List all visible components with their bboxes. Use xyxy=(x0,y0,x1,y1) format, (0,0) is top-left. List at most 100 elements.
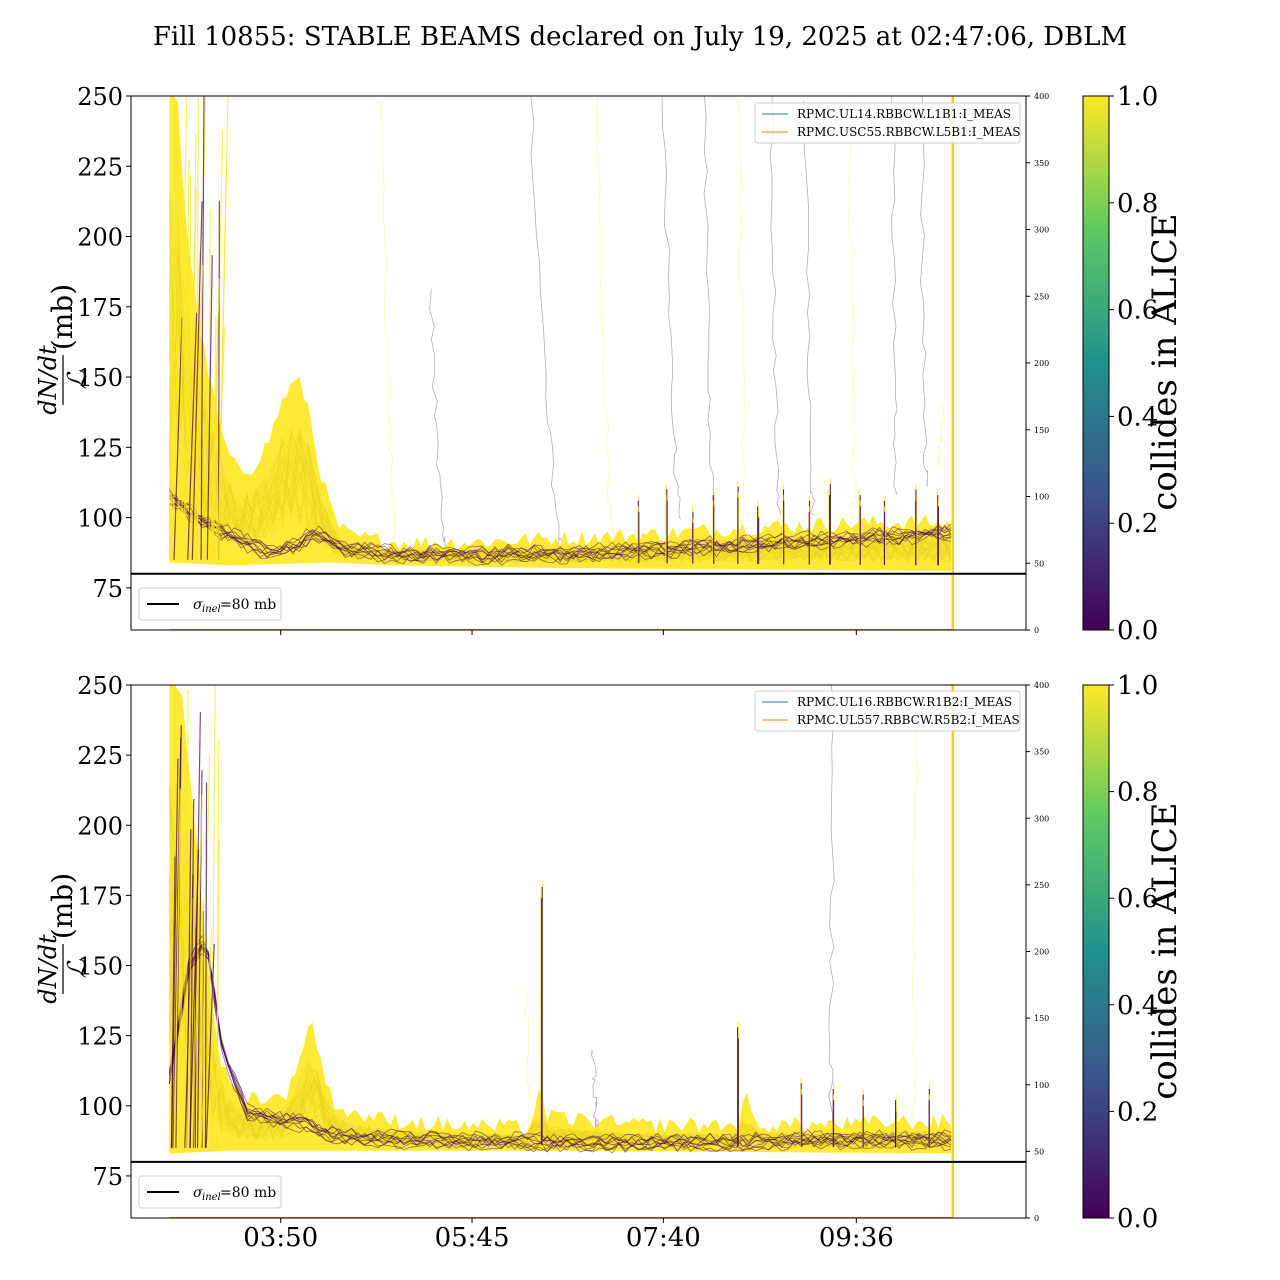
bottom-yellow-band xyxy=(169,685,952,1154)
top-sigma-subscript: inel xyxy=(202,604,221,615)
bottom-xtick-label-1: 05:45 xyxy=(435,1223,510,1253)
top-wisp-7 xyxy=(769,96,782,515)
top-yellow-trace-36 xyxy=(169,268,952,563)
bottom-cb-tick-label-3: 0.6 xyxy=(1117,884,1158,914)
bottom-burst-26 xyxy=(205,943,215,1148)
top-yellow-trace-11 xyxy=(169,314,952,563)
top-burst-19 xyxy=(177,96,188,560)
bottom-sigma-legend: σ inel =80 mb xyxy=(138,1175,282,1209)
top-burst-18 xyxy=(200,96,205,560)
top-cb-tick-label-4: 0.8 xyxy=(1117,189,1158,219)
top-panel: 75 100 125 150 175 200 225 250 0 50 100 150 200 250 3… xyxy=(34,83,1049,635)
bottom-burst-7 xyxy=(211,685,216,1148)
top-burst-27 xyxy=(210,278,220,560)
top-y2tick-label-7: 350 xyxy=(1034,159,1049,168)
top-cb-tick-label-1: 0.2 xyxy=(1117,509,1158,539)
bottom-ytick-label-6: 225 xyxy=(77,742,123,770)
bottom-purple-trace-1 xyxy=(168,947,952,1153)
bottom-yellow-trace-4 xyxy=(169,973,952,1148)
bottom-burst-25 xyxy=(199,756,211,1148)
top-wisp-0 xyxy=(380,100,399,562)
bottom-ytick-label-3: 150 xyxy=(77,953,123,981)
bottom-y2tick-label-4: 200 xyxy=(1034,948,1049,957)
top-yellow-trace-24 xyxy=(169,278,952,563)
bottom-colorbar-label: collides in ALICE xyxy=(1145,802,1185,1099)
bottom-yellow-trace-18 xyxy=(169,804,952,1148)
top-ytick-label-2: 125 xyxy=(77,434,123,462)
top-y2tick-label-0: 0 xyxy=(1034,626,1039,635)
top-wisp-2 xyxy=(530,96,565,544)
top-burst-22 xyxy=(192,265,204,560)
bottom-y2tick-label-3: 150 xyxy=(1034,1014,1049,1023)
top-y2tick-label-8: 400 xyxy=(1034,92,1049,101)
bottom-ytick-label-2: 125 xyxy=(77,1023,123,1051)
bottom-sigma-legend-box xyxy=(138,1175,282,1209)
top-y2tick-label-4: 200 xyxy=(1034,359,1049,368)
bottom-wisp-3 xyxy=(911,689,919,1134)
top-ylabel-numerator: dN/dt xyxy=(34,345,62,415)
top-y2tick-label-5: 250 xyxy=(1034,292,1049,301)
bottom-colorbar-gradient xyxy=(1082,684,1110,1219)
bottom-cb-tick-label-5: 1.0 xyxy=(1117,671,1158,701)
top-sigma-legend-box xyxy=(138,587,282,621)
bottom-cb-tick-label-1: 0.2 xyxy=(1117,1097,1158,1127)
bottom-ytick-label-7: 250 xyxy=(77,672,123,700)
top-yellow-trace-27 xyxy=(169,307,952,563)
top-y2-ticks: 0 50 100 150 200 250 300 350 400 xyxy=(1026,92,1049,635)
bottom-yellow-trace-35 xyxy=(169,960,952,1148)
top-wisp-3 xyxy=(595,96,616,534)
bottom-cb-tick-label-2: 0.4 xyxy=(1117,991,1158,1021)
top-ylabel-denominator: ℒ xyxy=(63,369,93,389)
top-ytick-label-1: 100 xyxy=(77,505,123,533)
bottom-burst-24 xyxy=(216,839,220,1148)
top-wisp-11 xyxy=(919,96,929,487)
bottom-ylabel-unit: (mb) xyxy=(46,873,79,939)
top-purple-trace-8 xyxy=(169,494,952,557)
top-wisp-4 xyxy=(661,96,681,520)
top-ytick-label-3: 150 xyxy=(77,364,123,392)
bottom-y2tick-label-8: 400 xyxy=(1034,681,1049,690)
top-sigma-label: =80 mb xyxy=(220,597,276,613)
bottom-wisp-2 xyxy=(826,685,835,1132)
top-cb-tick-label-2: 0.4 xyxy=(1117,402,1158,432)
bottom-yellow-trace-17 xyxy=(169,924,952,1148)
figure-title: Fill 10855: STABLE BEAMS declared on Jul… xyxy=(153,22,1127,52)
bottom-yellow-trace-31 xyxy=(169,837,952,1148)
bottom-yellow-trace-14 xyxy=(169,792,952,1148)
top-colorbar-gradient xyxy=(1082,95,1110,631)
bottom-cb-tick-label-0: 0.0 xyxy=(1117,1204,1158,1234)
bottom-y2tick-label-0: 0 xyxy=(1034,1214,1039,1223)
bottom-purple-trace-6 xyxy=(168,942,952,1148)
top-y-axis-label: dN/dt ℒ (mb) xyxy=(34,284,93,415)
top-wisp-8 xyxy=(802,100,815,516)
bottom-legend-box xyxy=(754,690,1021,732)
top-yellow-trace-1 xyxy=(169,340,952,563)
top-burst-21 xyxy=(180,250,189,560)
top-yellow-trace-10 xyxy=(169,279,952,563)
bottom-legend: RPMC.UL16.RBBCW.R1B2:I_MEAS RPMC.UL557.R… xyxy=(754,690,1021,732)
top-burst-14 xyxy=(168,298,173,560)
bottom-ytick-label-1: 100 xyxy=(77,1093,123,1121)
bottom-panel: 75 100 125 150 175 200 225 250 0 50 100 150 200 250 3… xyxy=(34,672,1049,1253)
bottom-legend-label-0: RPMC.UL16.RBBCW.R1B2:I_MEAS xyxy=(797,695,1012,709)
top-yellow-trace-5 xyxy=(169,242,952,563)
top-burst-6 xyxy=(173,317,183,560)
top-burst-26 xyxy=(217,96,229,560)
top-legend-label-1: RPMC.USC55.RBBCW.L5B1:I_MEAS xyxy=(797,125,1020,139)
bottom-yellow-trace-34 xyxy=(169,906,952,1148)
top-ytick-label-5: 200 xyxy=(77,224,123,252)
bottom-y2-ticks: 0 50 100 150 200 250 300 350 400 xyxy=(1026,681,1049,1223)
top-plot-area xyxy=(131,96,1026,630)
bottom-wisp-1 xyxy=(590,1049,599,1133)
bottom-burst-27 xyxy=(170,856,176,1148)
bottom-yellow-trace-32 xyxy=(169,870,952,1149)
top-legend-box xyxy=(754,102,1021,144)
top-legend-label-0: RPMC.UL14.RBBCW.L1B1:I_MEAS xyxy=(797,107,1011,121)
top-yellow-trace-39 xyxy=(169,198,952,563)
top-purple-trace-0 xyxy=(169,502,952,566)
bottom-purple-trace-5 xyxy=(168,945,952,1149)
top-cb-tick-label-3: 0.6 xyxy=(1117,296,1158,326)
top-yellow-trace-29 xyxy=(169,296,952,562)
top-purple-trace-2 xyxy=(169,503,952,564)
